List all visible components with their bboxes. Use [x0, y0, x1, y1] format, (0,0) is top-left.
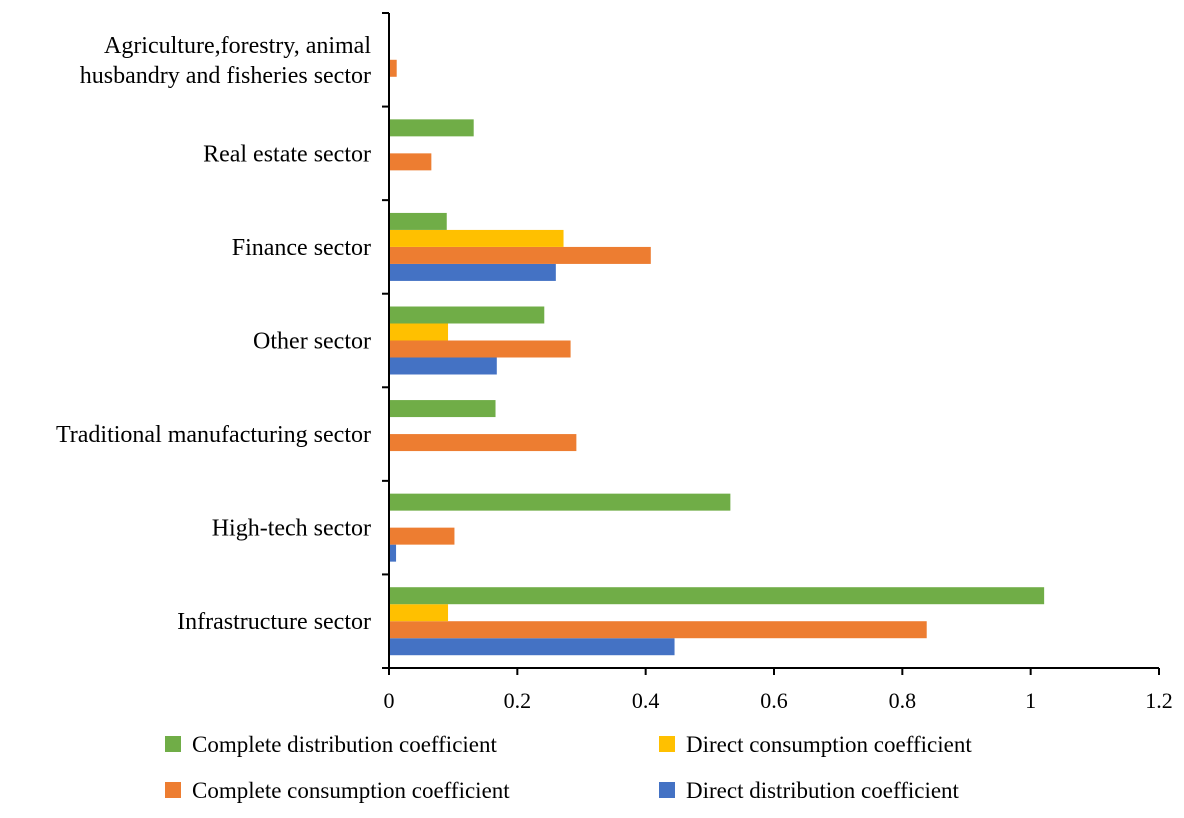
bar-complete-distribution-coefficient-traditional-manufacturing-sector: [389, 400, 496, 418]
legend-label-direct-distribution-coefficient: Direct distribution coefficient: [686, 778, 960, 803]
legend: Complete distribution coefficient Direct …: [165, 732, 972, 803]
x-tick-label: 0.4: [632, 688, 660, 713]
bar-complete-distribution-coefficient-finance-sector: [389, 212, 447, 230]
bar-complete-consumption-coefficient-infrastructure-sector: [389, 621, 927, 639]
bar-direct-distribution-coefficient-high-tech-sector: [389, 544, 397, 562]
x-tick-labels: 0 0.2 0.4 0.6 0.8 1 1.2: [384, 688, 1173, 713]
axes-layer: [382, 12, 1160, 675]
category-label-agriculture-forestry-animal-husbandry-and-fisheries-sector: Agriculture,forestry, animal: [104, 33, 371, 59]
bar-direct-consumption-coefficient-finance-sector: [389, 229, 564, 247]
bar-complete-consumption-coefficient-real-estate-sector: [389, 153, 432, 171]
category-label-real-estate-sector: Real estate sector: [203, 141, 371, 167]
legend-label-complete-consumption-coefficient: Complete consumption coefficient: [192, 778, 510, 803]
category-labels: Infrastructure sector High-tech sector Tra…: [56, 33, 371, 635]
legend-swatch-complete-distribution-coefficient: [165, 736, 181, 752]
bar-complete-distribution-coefficient-real-estate-sector: [389, 119, 474, 137]
bar-complete-consumption-coefficient-high-tech-sector: [389, 527, 455, 545]
x-tick-label: 0: [384, 688, 395, 713]
category-label-high-tech-sector: High-tech sector: [212, 516, 371, 542]
legend-swatch-direct-distribution-coefficient: [659, 782, 675, 798]
bar-complete-distribution-coefficient-high-tech-sector: [389, 493, 731, 511]
x-tick-label: 0.8: [889, 688, 917, 713]
bar-complete-consumption-coefficient-other-sector: [389, 340, 571, 358]
legend-swatch-direct-consumption-coefficient: [659, 736, 675, 752]
bar-complete-distribution-coefficient-infrastructure-sector: [389, 587, 1045, 605]
bar-complete-consumption-coefficient-traditional-manufacturing-sector: [389, 434, 577, 452]
legend-label-direct-consumption-coefficient: Direct consumption coefficient: [686, 732, 972, 757]
x-tick-label: 0.2: [504, 688, 532, 713]
bar-direct-distribution-coefficient-infrastructure-sector: [389, 638, 675, 656]
bar-direct-distribution-coefficient-finance-sector: [389, 263, 556, 281]
category-label-finance-sector: Finance sector: [232, 235, 371, 261]
category-label-other-sector: Other sector: [253, 329, 371, 355]
bar-complete-consumption-coefficient-agriculture-forestry-animal-husbandry-and-fisheries-sector: [389, 59, 397, 77]
x-tick-label: 1.2: [1145, 688, 1173, 713]
legend-label-complete-distribution-coefficient: Complete distribution coefficient: [192, 732, 498, 757]
bar-direct-consumption-coefficient-other-sector: [389, 323, 449, 341]
legend-swatch-complete-consumption-coefficient: [165, 782, 181, 798]
bar-direct-distribution-coefficient-other-sector: [389, 357, 497, 375]
x-tick-label: 0.6: [760, 688, 788, 713]
bar-complete-distribution-coefficient-other-sector: [389, 306, 545, 324]
bar-direct-consumption-coefficient-infrastructure-sector: [389, 604, 449, 622]
x-tick-label: 1: [1025, 688, 1036, 713]
category-label-infrastructure-sector: Infrastructure sector: [177, 609, 371, 635]
bars-layer: [389, 59, 1045, 656]
bar-complete-consumption-coefficient-finance-sector: [389, 246, 651, 264]
category-label-traditional-manufacturing-sector: Traditional manufacturing sector: [56, 422, 371, 448]
category-label-agriculture-forestry-animal-husbandry-and-fisheries-sector: husbandry and fisheries sector: [80, 63, 371, 89]
